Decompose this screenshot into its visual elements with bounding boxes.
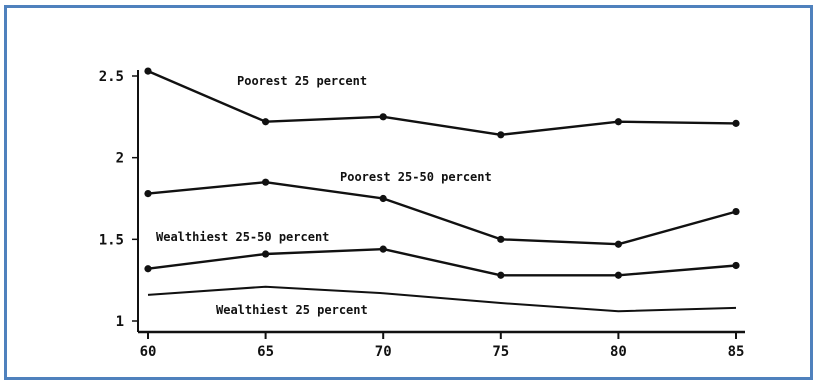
- x-tick-label: 60: [140, 344, 157, 360]
- y-tick-label: 1.5: [99, 232, 124, 248]
- y-tick-label: 1: [116, 314, 124, 330]
- y-ticks: 1 1.5 2 2.5: [99, 69, 138, 330]
- data-point-wealthiest-25-50-percent: [614, 271, 623, 279]
- data-point-poorest-25-percent: [732, 119, 740, 127]
- series-lines: [147, 69, 737, 313]
- data-point-poorest-25-50-percent: [262, 178, 270, 186]
- data-point-wealthiest-25-50-percent: [262, 250, 270, 258]
- axes: [137, 70, 745, 334]
- series-label-wealthiest-25: Wealthiest 25 percent: [216, 303, 368, 317]
- x-ticks: 60 65 70 75 80 85: [140, 332, 745, 360]
- y-tick-label: 2.5: [99, 69, 124, 85]
- x-tick-label: 75: [492, 344, 509, 360]
- data-point-wealthiest-25-50-percent: [497, 271, 505, 279]
- data-point-poorest-25-percent: [144, 67, 152, 75]
- y-tick-label: 2: [116, 151, 124, 167]
- data-point-poorest-25-50-percent: [732, 207, 740, 216]
- data-point-poorest-25-percent: [497, 131, 505, 139]
- series-label-poorest-25-50: Poorest 25-50 percent: [340, 170, 492, 184]
- data-point-poorest-25-50-percent: [614, 240, 623, 248]
- x-tick-label: 85: [728, 344, 745, 360]
- data-point-wealthiest-25-50-percent: [379, 245, 387, 253]
- series-labels: Poorest 25 percent Poorest 25-50 percent…: [156, 74, 492, 317]
- series-markers: [144, 67, 740, 279]
- series-line-poorest-25-50-percent: [147, 180, 737, 246]
- series-label-wealthiest-25-50: Wealthiest 25-50 percent: [156, 230, 329, 244]
- data-point-poorest-25-50-percent: [379, 194, 387, 203]
- data-point-poorest-25-50-percent: [144, 190, 152, 198]
- data-point-wealthiest-25-50-percent: [732, 261, 740, 270]
- series-line-poorest-25-percent: [147, 69, 737, 137]
- data-point-poorest-25-percent: [379, 113, 387, 121]
- x-tick-label: 65: [257, 344, 274, 360]
- series-line-wealthiest-25-50-percent: [147, 247, 737, 277]
- series-line-wealthiest-25-percent: [147, 285, 737, 313]
- x-tick-label: 80: [610, 344, 627, 360]
- data-point-poorest-25-percent: [614, 118, 623, 126]
- data-point-poorest-25-50-percent: [497, 235, 505, 243]
- series-label-poorest-25: Poorest 25 percent: [237, 74, 367, 88]
- data-point-wealthiest-25-50-percent: [144, 265, 152, 273]
- data-point-poorest-25-percent: [262, 118, 270, 126]
- x-tick-label: 70: [375, 344, 392, 360]
